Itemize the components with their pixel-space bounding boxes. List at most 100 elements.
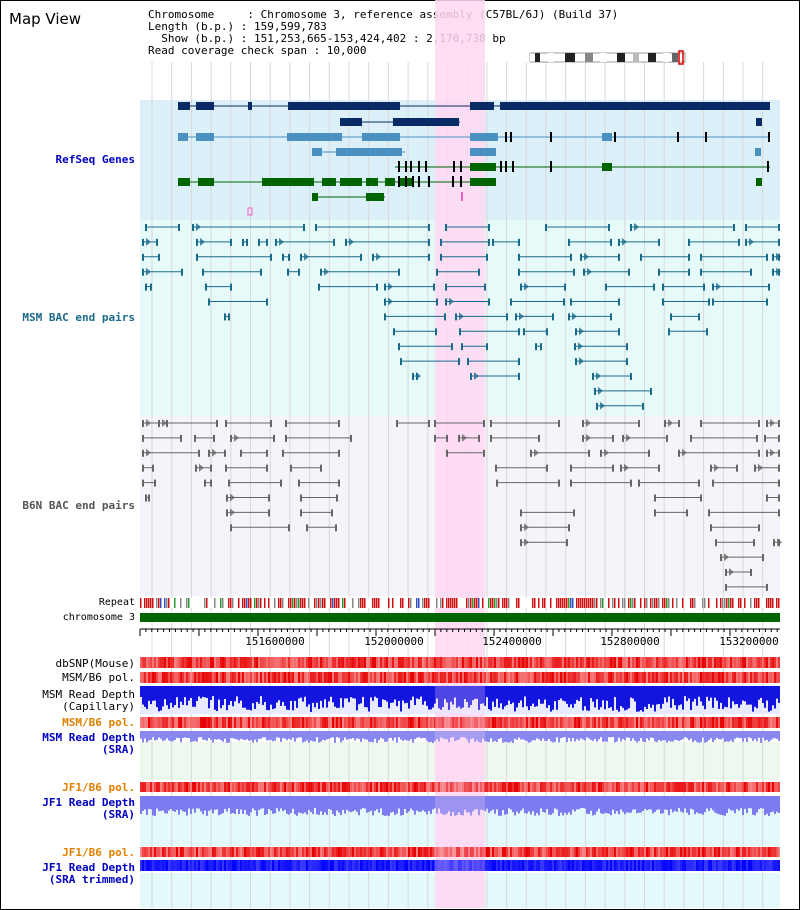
jf1-depth-sra-bar	[690, 796, 692, 809]
msm-depth-cap-bar	[634, 686, 636, 702]
jf1-depth-trim-cell	[550, 860, 552, 871]
msm-depth-cap-bar	[478, 686, 480, 710]
msm-b6-pol-2-cell	[466, 717, 468, 728]
repeat-element	[352, 598, 354, 608]
repeat-element	[478, 598, 480, 608]
jf1-depth-sra-bar	[538, 796, 540, 816]
b6n-bac-track-label[interactable]: B6N BAC end pairs	[22, 499, 135, 512]
dbsnp-density-cell	[634, 657, 636, 668]
msm-bac-end-marker	[384, 313, 386, 321]
repeat-element	[560, 598, 562, 608]
jf1-depth-sra-bar	[374, 796, 376, 811]
b6n-bac-end-marker	[750, 569, 752, 576]
msm-depth-sra-bar	[428, 731, 430, 743]
refseq-exon-tick	[550, 132, 552, 142]
msm-b6-pol-2-cell	[750, 717, 752, 728]
b6n-bac-end-marker	[736, 464, 738, 472]
msm-depth-sra-bar	[226, 731, 228, 743]
dbsnp-density-cell	[694, 657, 696, 668]
msm-bac-end-marker	[575, 358, 577, 366]
msm-depth-sra-bar	[662, 731, 664, 741]
refseq-track-label[interactable]: RefSeq Genes	[55, 153, 135, 166]
ideogram-band	[585, 53, 593, 62]
msm-bac-arrow	[146, 237, 151, 246]
msm-depth-sra-bar	[144, 731, 146, 739]
jf1-depth-sra-bar	[348, 796, 350, 812]
jf1-b6-pol-cell	[278, 782, 280, 792]
jf1-depth-sra-bar	[292, 796, 294, 809]
jf1-b6-pol-2-cell	[762, 847, 764, 857]
msm-b6-pol-2-cell	[180, 717, 182, 728]
jf1-depth-trim-cell	[534, 860, 536, 871]
msm-b6-pol-cell	[620, 672, 622, 683]
jf1-depth-sra-bar	[336, 796, 338, 811]
msm-b6-pol-2-cell	[226, 717, 228, 728]
jf1-b6-pol-2-cell	[426, 847, 428, 857]
repeat-element	[282, 598, 284, 608]
msm-depth-cap-bar	[728, 686, 730, 698]
jf1-b6-pol-cell	[578, 782, 580, 792]
msm-bac-track-label[interactable]: MSM BAC end pairs	[22, 311, 135, 324]
msm-b6-pol-cell	[498, 672, 500, 683]
msm-b6-pol-cell	[390, 672, 392, 683]
msm-depth-cap-bar	[582, 686, 584, 711]
jf1-b6-pol-2-cell	[616, 847, 618, 857]
b6n-bac-end-marker	[288, 524, 290, 532]
dbsnp-density-cell	[182, 657, 184, 668]
jf1-b6-pol-cell	[428, 782, 430, 792]
jf1-depth-sra-bar	[152, 796, 154, 816]
msm-b6-pol-2-cell	[148, 717, 150, 728]
jf1-depth-sra-bar	[650, 796, 652, 810]
jf1-b6-pol-2-cell	[214, 847, 216, 857]
repeat-element	[150, 598, 152, 608]
msm-bac-arrow	[376, 252, 381, 261]
msm-b6-pol-2-cell	[394, 717, 396, 728]
msm-b6-pol-cell	[396, 672, 398, 683]
jf1-depth-trim-cell	[450, 860, 452, 871]
dbsnp-density-cell	[252, 657, 254, 668]
jf1-b6-pol-2-cell	[380, 847, 382, 857]
msm-b6-pol-2-cell	[398, 717, 400, 728]
msm-b6-pol-2-cell	[204, 717, 206, 728]
msm-depth-cap-bar	[544, 686, 546, 700]
msm-bac-arrow	[634, 223, 639, 231]
jf1-b6-pol-cell	[218, 782, 220, 792]
jf1-b6-pol-2-cell	[340, 847, 342, 857]
msm-depth-sra-bar	[490, 731, 492, 739]
msm-b6-pol-cell	[540, 672, 542, 683]
msm-b6-pol-2-cell	[674, 717, 676, 728]
msm-b6-pol-2-cell	[220, 717, 222, 728]
msm-b6-pol-cell	[344, 672, 346, 683]
msm-depth-sra-bar	[760, 731, 762, 743]
jf1-b6-pol-2-cell	[180, 847, 182, 857]
jf1-depth-trim-cell	[142, 860, 144, 871]
repeat-element	[584, 598, 586, 608]
repeat-element	[418, 598, 420, 608]
jf1-b6-pol-cell	[464, 782, 466, 792]
jf1-depth-sra-bar	[598, 796, 600, 809]
msm-depth-cap-bar	[142, 686, 144, 705]
jf1-b6-pol-cell	[768, 782, 770, 792]
jf1-depth-sra-bar	[512, 796, 514, 813]
jf1-b6-pol-cell	[750, 782, 752, 792]
msm-bac-arrow	[388, 282, 393, 291]
dbsnp-density-cell	[392, 657, 394, 668]
jf1-b6-pol-2-cell	[742, 847, 744, 857]
jf1-depth-sra-bar	[660, 796, 662, 814]
msm-bac-arrow	[474, 372, 479, 380]
msm-depth-sra-bar	[368, 731, 370, 742]
jf1-b6-pol-2-cell	[712, 847, 714, 857]
jf1-b6-pol-cell	[730, 782, 732, 792]
msm-b6-pol-2-cell	[688, 717, 690, 728]
jf1-depth-sra-bar	[608, 796, 610, 814]
refseq-exon-tick	[410, 161, 412, 172]
jf1-depth-sra-bar	[540, 796, 542, 809]
msm-b6-pol-cell	[682, 672, 684, 683]
dbsnp-density-cell	[306, 657, 308, 668]
jf1-depth-sra-bar	[262, 796, 264, 809]
msm-depth-sra-bar	[574, 731, 576, 742]
msm-bac-arrow	[579, 357, 584, 366]
b6n-bac-end-marker	[546, 464, 548, 472]
jf1-depth-trim-cell	[238, 860, 240, 871]
